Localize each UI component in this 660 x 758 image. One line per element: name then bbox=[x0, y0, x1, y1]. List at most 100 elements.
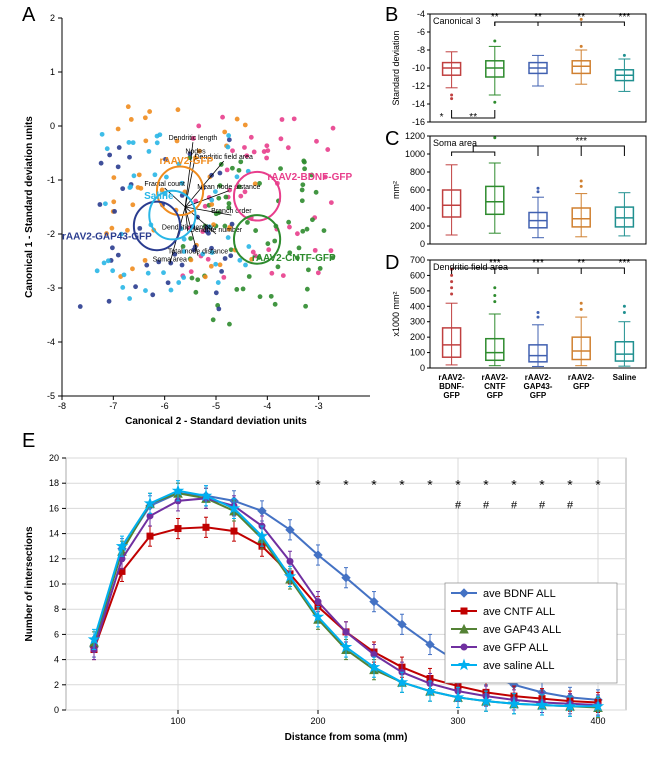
svg-text:0: 0 bbox=[50, 121, 55, 131]
svg-text:500: 500 bbox=[410, 286, 425, 296]
svg-text:1000: 1000 bbox=[405, 149, 425, 159]
svg-text:-6: -6 bbox=[417, 27, 425, 37]
svg-text:700: 700 bbox=[410, 255, 425, 265]
svg-text:#: # bbox=[483, 499, 490, 511]
svg-text:**: ** bbox=[491, 12, 499, 23]
svg-text:x1000 mm²: x1000 mm² bbox=[391, 291, 401, 336]
svg-text:Saline: Saline bbox=[613, 373, 637, 382]
svg-text:-3: -3 bbox=[47, 283, 55, 293]
panel-e-sholl: 02468101214161820100200300400Distance fr… bbox=[14, 440, 644, 750]
svg-text:***: *** bbox=[532, 258, 544, 269]
svg-text:300: 300 bbox=[450, 716, 465, 726]
svg-text:GFP: GFP bbox=[443, 391, 460, 400]
svg-text:**: ** bbox=[577, 12, 585, 23]
svg-text:16: 16 bbox=[49, 503, 59, 513]
svg-text:Fractal count: Fractal count bbox=[144, 181, 185, 188]
svg-text:-14: -14 bbox=[412, 99, 425, 109]
svg-text:#: # bbox=[567, 499, 574, 511]
svg-text:CNTF: CNTF bbox=[484, 382, 505, 391]
svg-text:*: * bbox=[455, 477, 461, 493]
svg-text:-6: -6 bbox=[161, 401, 169, 411]
svg-text:#: # bbox=[539, 499, 546, 511]
svg-text:*: * bbox=[483, 477, 489, 493]
svg-text:rAAV2-: rAAV2- bbox=[438, 373, 465, 382]
svg-text:*: * bbox=[399, 477, 405, 493]
svg-text:-1: -1 bbox=[47, 175, 55, 185]
svg-text:**: ** bbox=[577, 258, 585, 269]
svg-text:100: 100 bbox=[410, 348, 425, 358]
svg-text:Standard deviation: Standard deviation bbox=[391, 30, 401, 105]
panel-a-scatter: -8-7-6-5-4-3-5-4-3-2-1012Canonical 2 - S… bbox=[18, 4, 378, 424]
svg-text:*: * bbox=[595, 477, 601, 493]
boxplot-column: -16-14-12-10-8-6-4Standard deviationCano… bbox=[388, 2, 658, 432]
svg-text:-2: -2 bbox=[47, 229, 55, 239]
svg-text:1: 1 bbox=[50, 67, 55, 77]
svg-text:-16: -16 bbox=[412, 117, 425, 127]
svg-text:rAAV2-BDNF-GFP: rAAV2-BDNF-GFP bbox=[267, 172, 352, 183]
svg-text:***: *** bbox=[619, 258, 631, 269]
svg-text:GFP: GFP bbox=[530, 391, 547, 400]
svg-text:*: * bbox=[343, 477, 349, 493]
svg-text:Soma area: Soma area bbox=[153, 257, 187, 264]
svg-text:Distance from soma (mm): Distance from soma (mm) bbox=[285, 732, 408, 743]
svg-text:-7: -7 bbox=[109, 401, 117, 411]
svg-text:#: # bbox=[511, 499, 518, 511]
svg-text:200: 200 bbox=[310, 716, 325, 726]
svg-text:*: * bbox=[315, 477, 321, 493]
svg-text:0: 0 bbox=[420, 363, 425, 373]
svg-text:100: 100 bbox=[170, 716, 185, 726]
svg-text:*: * bbox=[440, 112, 444, 123]
svg-text:Canonical 3: Canonical 3 bbox=[433, 16, 481, 26]
svg-text:2: 2 bbox=[54, 680, 59, 690]
svg-text:14: 14 bbox=[49, 529, 59, 539]
svg-text:0: 0 bbox=[420, 239, 425, 249]
svg-text:18: 18 bbox=[49, 478, 59, 488]
svg-text:*: * bbox=[511, 477, 517, 493]
svg-text:***: *** bbox=[619, 12, 631, 23]
svg-text:-4: -4 bbox=[263, 401, 271, 411]
svg-text:***: *** bbox=[489, 258, 501, 269]
svg-text:200: 200 bbox=[410, 221, 425, 231]
svg-text:-10: -10 bbox=[412, 63, 425, 73]
svg-text:Number of intersections: Number of intersections bbox=[24, 526, 35, 641]
svg-text:Dendritic length: Dendritic length bbox=[169, 135, 218, 142]
svg-text:-3: -3 bbox=[315, 401, 323, 411]
svg-text:10: 10 bbox=[49, 579, 59, 589]
svg-text:600: 600 bbox=[410, 185, 425, 195]
svg-text:***: *** bbox=[575, 136, 587, 147]
svg-text:Mean node distance: Mean node distance bbox=[197, 184, 260, 191]
svg-text:ave GAP43 ALL: ave GAP43 ALL bbox=[483, 624, 561, 636]
svg-text:8: 8 bbox=[54, 604, 59, 614]
svg-text:GFP: GFP bbox=[573, 382, 590, 391]
svg-text:mm²: mm² bbox=[391, 181, 401, 199]
svg-text:Canonical 2 - Standard deviati: Canonical 2 - Standard deviation units bbox=[125, 416, 307, 424]
svg-text:rAAV2-CNTF-GFP: rAAV2-CNTF-GFP bbox=[252, 253, 336, 264]
svg-text:-5: -5 bbox=[47, 391, 55, 401]
svg-text:ave BDNF ALL: ave BDNF ALL bbox=[483, 588, 556, 600]
svg-text:rAAV2-GAP43-GFP: rAAV2-GAP43-GFP bbox=[62, 231, 152, 242]
svg-text:800: 800 bbox=[410, 167, 425, 177]
svg-text:Saline: Saline bbox=[144, 191, 174, 202]
svg-text:*: * bbox=[539, 477, 545, 493]
svg-text:GFP: GFP bbox=[487, 391, 504, 400]
svg-text:GAP43-: GAP43- bbox=[524, 382, 553, 391]
svg-text:#: # bbox=[455, 499, 462, 511]
svg-text:300: 300 bbox=[410, 317, 425, 327]
svg-text:rAAV2-GFP: rAAV2-GFP bbox=[160, 156, 214, 167]
svg-text:-5: -5 bbox=[212, 401, 220, 411]
svg-text:-8: -8 bbox=[417, 45, 425, 55]
svg-text:Branch order: Branch order bbox=[211, 208, 252, 215]
svg-text:-12: -12 bbox=[412, 81, 425, 91]
svg-text:1200: 1200 bbox=[405, 131, 425, 141]
svg-text:20: 20 bbox=[49, 453, 59, 463]
svg-text:rAAV2-: rAAV2- bbox=[482, 373, 509, 382]
svg-text:12: 12 bbox=[49, 554, 59, 564]
svg-text:ave GFP ALL: ave GFP ALL bbox=[483, 642, 548, 654]
svg-text:Soma area: Soma area bbox=[433, 138, 477, 148]
svg-text:rAAV2-: rAAV2- bbox=[568, 373, 595, 382]
svg-text:200: 200 bbox=[410, 332, 425, 342]
svg-text:2: 2 bbox=[50, 13, 55, 23]
svg-text:Dendritic density: Dendritic density bbox=[162, 224, 214, 231]
svg-text:400: 400 bbox=[410, 203, 425, 213]
svg-text:-4: -4 bbox=[47, 337, 55, 347]
